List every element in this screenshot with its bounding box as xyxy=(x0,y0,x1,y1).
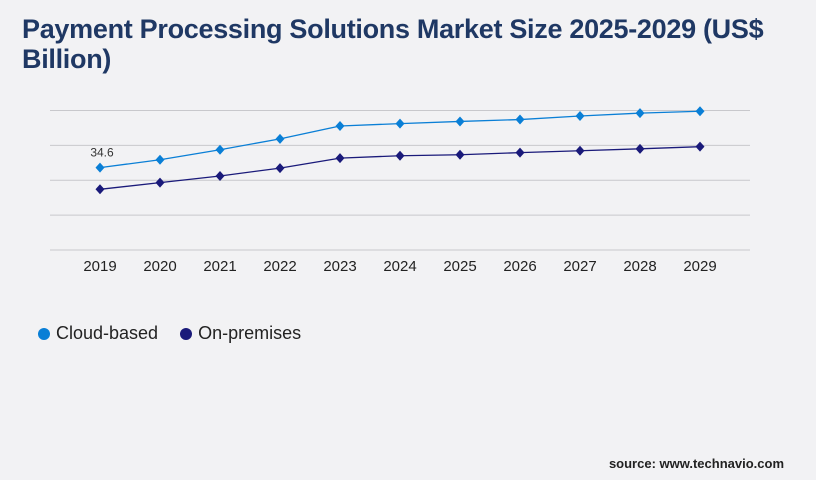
data-point xyxy=(695,141,705,152)
x-tick-label: 2019 xyxy=(83,258,116,275)
data-point xyxy=(695,106,705,117)
legend-marker-icon xyxy=(180,327,193,340)
legend-marker-icon xyxy=(38,327,50,340)
x-tick-label: 2027 xyxy=(563,258,596,275)
data-label: 34.6 xyxy=(90,146,114,160)
x-tick-label: 2021 xyxy=(203,258,236,275)
x-tick-label: 2024 xyxy=(383,258,416,275)
data-point xyxy=(635,108,645,119)
chart-title: Payment Processing Solutions Market Size… xyxy=(22,14,764,74)
data-point xyxy=(335,120,345,131)
legend-item-cloud-based[interactable]: Cloud-based xyxy=(38,323,158,344)
x-tick-label: 2023 xyxy=(323,258,356,275)
data-point xyxy=(455,116,465,127)
data-point xyxy=(575,110,585,121)
source-note: source: www.technavio.com xyxy=(608,456,784,471)
x-tick-label: 2028 xyxy=(623,258,656,275)
data-point xyxy=(575,145,585,156)
data-point xyxy=(635,143,645,154)
data-point xyxy=(215,144,225,155)
x-tick-label: 2025 xyxy=(443,258,476,275)
x-tick-label: 2020 xyxy=(143,258,176,275)
data-point xyxy=(455,149,465,160)
data-point xyxy=(395,118,405,129)
legend: Cloud-based On-premises xyxy=(38,323,301,344)
data-point xyxy=(95,184,105,195)
legend-label: Cloud-based xyxy=(56,323,159,343)
data-point xyxy=(155,154,165,165)
data-point xyxy=(515,147,525,158)
x-tick-label: 2022 xyxy=(263,258,296,275)
data-point xyxy=(515,114,525,125)
data-point xyxy=(155,177,165,188)
legend-label: On-premises xyxy=(198,323,302,343)
data-point xyxy=(215,170,225,181)
data-point xyxy=(335,153,345,164)
data-point xyxy=(95,162,105,173)
data-point xyxy=(275,133,285,144)
x-tick-label: 2026 xyxy=(503,258,536,275)
data-point xyxy=(275,163,285,174)
x-tick-label: 2029 xyxy=(683,258,716,275)
legend-item-on-premises[interactable]: On-premises xyxy=(180,323,301,344)
data-point xyxy=(395,150,405,161)
